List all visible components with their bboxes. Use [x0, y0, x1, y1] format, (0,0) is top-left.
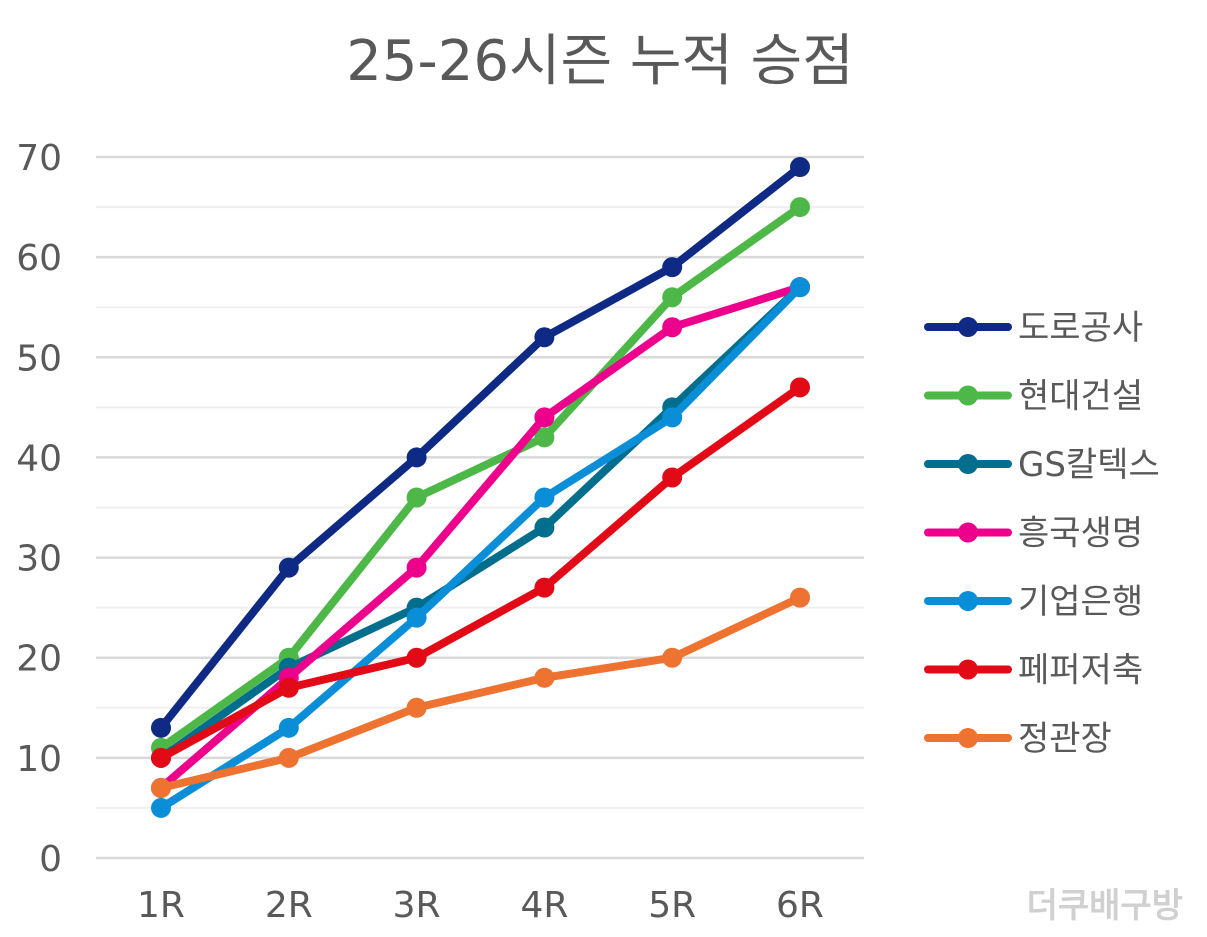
- legend-item: 페퍼저축: [924, 651, 1143, 691]
- legend-label: GS칼텍스: [1018, 445, 1160, 485]
- data-series: [151, 157, 810, 818]
- x-tick-label: 5R: [648, 885, 696, 926]
- y-tick-label: 40: [16, 438, 62, 479]
- series-흥국생명: [151, 277, 810, 798]
- data-point: [406, 607, 427, 628]
- legend-label: 도로공사: [1018, 308, 1143, 348]
- legend-swatch-marker: [958, 659, 978, 680]
- data-point: [534, 327, 555, 348]
- legend-label: 정관장: [1018, 719, 1112, 759]
- data-point: [406, 447, 427, 468]
- data-point: [662, 467, 683, 488]
- series-현대건설: [151, 197, 810, 758]
- data-point: [534, 517, 555, 538]
- data-point: [406, 487, 427, 508]
- series-line: [157, 203, 804, 752]
- data-point: [406, 647, 427, 668]
- y-axis: 0 10 20 30 40 50 60 70: [16, 138, 62, 880]
- data-point: [790, 197, 810, 218]
- x-tick-label: 6R: [776, 885, 824, 926]
- legend-swatch-marker: [958, 454, 978, 474]
- watermark: 더쿠배구방: [1027, 886, 1183, 926]
- chart-title: 25-26시즌 누적 승점: [346, 29, 853, 94]
- legend-item: 정관장: [924, 719, 1112, 759]
- legend-swatch-marker: [958, 728, 978, 748]
- legend-swatch-marker: [958, 522, 978, 543]
- data-point: [790, 277, 810, 298]
- grid-lines: [96, 155, 864, 860]
- legend-label: 흥국생명: [1018, 514, 1143, 554]
- data-point: [406, 557, 427, 578]
- data-point: [662, 647, 683, 668]
- x-tick-label: 3R: [393, 885, 441, 926]
- x-tick-label: 2R: [265, 885, 313, 926]
- data-point: [406, 697, 427, 718]
- data-point: [662, 257, 683, 278]
- legend-label: 현대건설: [1018, 377, 1143, 417]
- legend-label: 페퍼저축: [1018, 651, 1143, 691]
- legend-label: 기업은행: [1018, 582, 1143, 622]
- legend-swatch-marker: [958, 385, 978, 406]
- data-point: [151, 747, 171, 768]
- y-tick-label: 60: [16, 238, 62, 279]
- x-tick-label: 1R: [137, 885, 185, 926]
- y-tick-label: 20: [16, 639, 62, 680]
- data-point: [662, 287, 683, 308]
- legend-item: 기업은행: [924, 582, 1143, 622]
- data-point: [534, 427, 555, 448]
- x-tick-label: 4R: [520, 885, 568, 926]
- y-tick-label: 70: [16, 138, 62, 179]
- data-point: [151, 777, 171, 798]
- series-line: [157, 283, 804, 792]
- data-point: [534, 487, 555, 508]
- data-point: [662, 317, 683, 338]
- legend-item: 도로공사: [924, 308, 1143, 348]
- data-point: [790, 377, 810, 398]
- series-line: [157, 283, 804, 812]
- data-point: [151, 797, 171, 818]
- data-point: [662, 407, 683, 428]
- series-line: [157, 163, 804, 732]
- series-line: [157, 593, 804, 792]
- data-point: [790, 157, 810, 178]
- data-point: [534, 407, 555, 428]
- y-tick-label: 10: [16, 739, 62, 780]
- data-point: [278, 557, 299, 578]
- data-point: [278, 677, 299, 698]
- legend-item: 흥국생명: [924, 514, 1143, 554]
- y-tick-label: 30: [16, 539, 62, 580]
- legend-item: 현대건설: [924, 377, 1143, 417]
- data-point: [534, 577, 555, 598]
- series-정관장: [151, 587, 810, 798]
- y-tick-label: 0: [39, 839, 62, 880]
- data-point: [151, 717, 171, 738]
- series-line: [157, 383, 804, 762]
- legend-swatch-marker: [958, 317, 978, 337]
- series-도로공사: [151, 157, 810, 738]
- y-tick-label: 50: [16, 338, 62, 379]
- data-point: [534, 667, 555, 688]
- data-point: [278, 747, 299, 768]
- legend-item: GS칼텍스: [924, 445, 1160, 485]
- series-페퍼저축: [151, 377, 810, 768]
- data-point: [790, 587, 810, 608]
- x-axis: 1R 2R 3R 4R 5R 6R: [137, 885, 824, 926]
- legend-swatch-marker: [958, 591, 978, 611]
- series-line: [157, 283, 804, 762]
- data-point: [278, 717, 299, 738]
- series-기업은행: [151, 277, 810, 818]
